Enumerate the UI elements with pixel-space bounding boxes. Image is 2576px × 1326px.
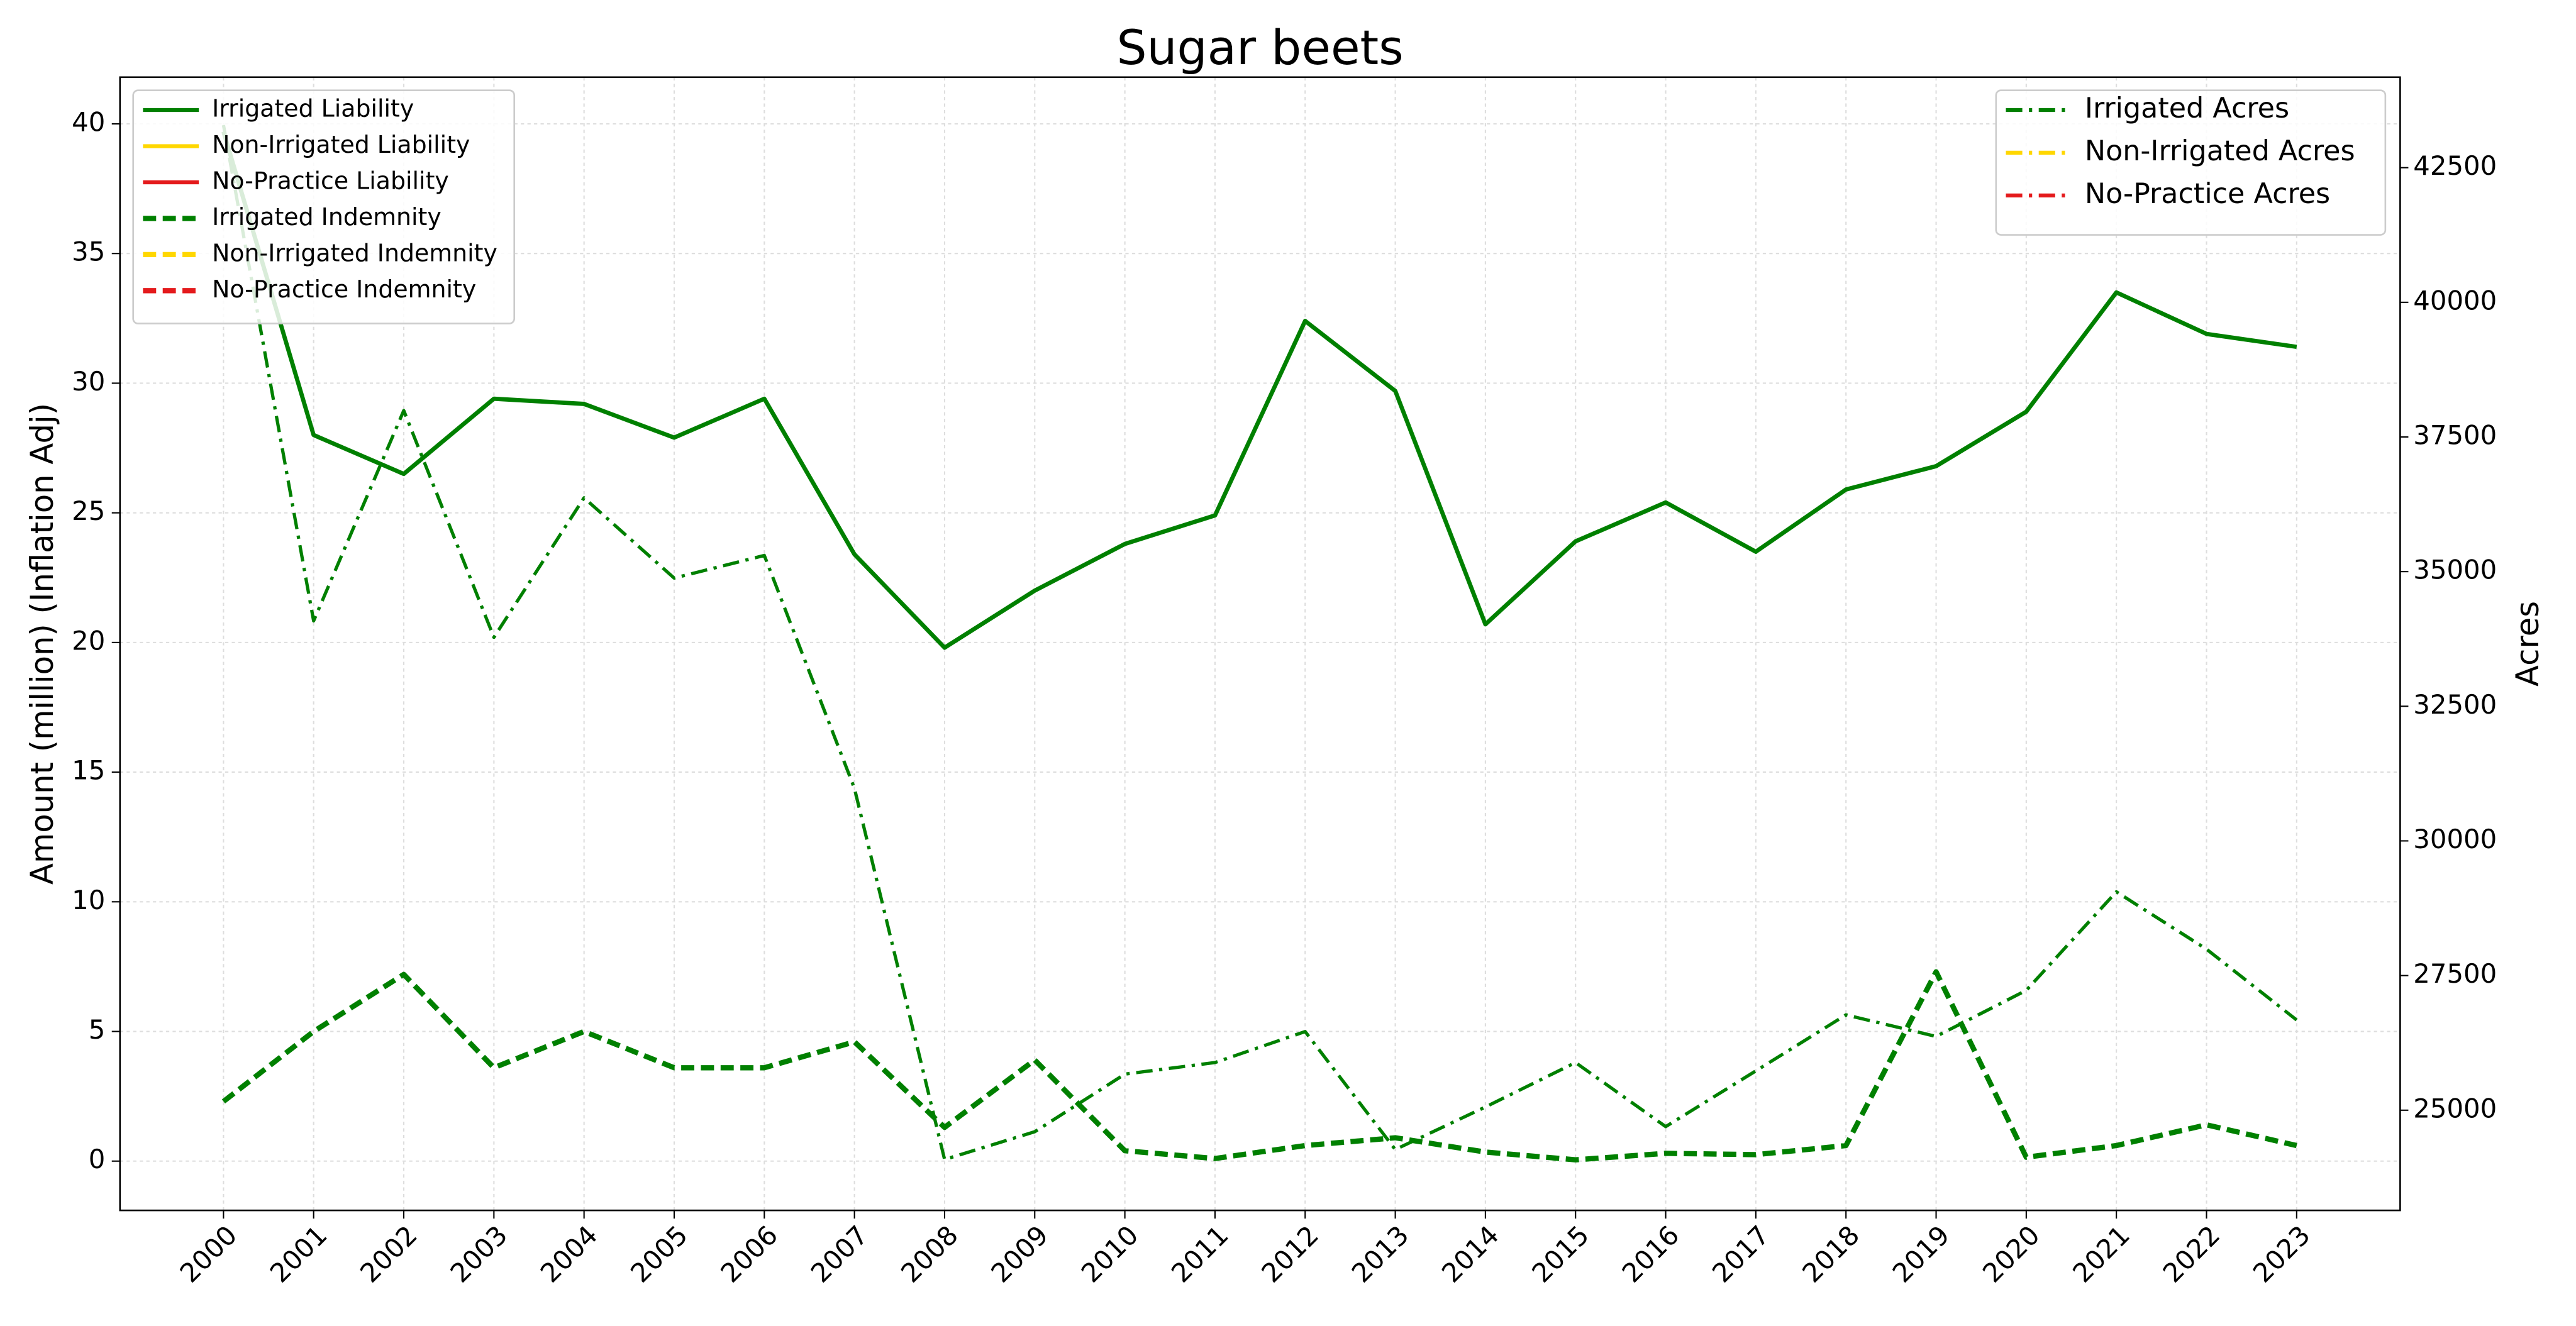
legend-label: Irrigated Indemnity [212,203,441,231]
legend-box [1995,89,2387,236]
chart-title: Sugar beets [1116,20,1403,75]
y-tick-label: 10 [72,885,105,915]
y-tick-label: 20 [72,625,105,656]
legend: Irrigated Acres Non-Irrigated Acres No-Pra… [1995,89,2387,236]
y-tick-label: 0 [89,1144,106,1174]
legend-label: Non-Irrigated Acres [2085,135,2355,167]
legend-box [132,89,516,324]
y2-tick-label: 37500 [2413,419,2497,450]
legend-label: No-Practice Acres [2085,178,2330,210]
plot-frame [119,76,2401,1212]
y-tick-label: 40 [72,107,105,138]
y-tick-label: 25 [72,495,105,526]
legend-label: No-Practice Liability [212,167,449,194]
y2-tick-label: 35000 [2413,555,2497,585]
legend-label: Non-Irrigated Indemnity [212,239,497,267]
y2-axis-label: Acres [2509,601,2546,687]
y-tick-label: 15 [72,755,105,786]
y2-tick-label: 30000 [2413,824,2497,854]
y-tick-label: 35 [72,236,105,267]
y2-tick-label: 27500 [2413,958,2497,989]
y2-tick-label: 42500 [2413,150,2497,181]
y-tick-label: 30 [72,366,105,397]
y2-tick-label: 32500 [2413,689,2497,720]
y-tick-label: 5 [89,1014,106,1045]
legend-label: Irrigated Liability [212,95,414,123]
legend-label: Non-Irrigated Liability [212,131,470,158]
series-line [221,969,2297,1163]
legend: Irrigated Liability Non-Irrigated Liabili… [132,89,516,324]
y2-tick-label: 25000 [2413,1093,2497,1124]
y2-tick-label: 40000 [2413,285,2497,316]
series-line [221,131,2297,650]
y-axis-label: Amount (million) (Inflation Adj) [24,403,60,885]
legend-label: Irrigated Acres [2085,92,2289,124]
legend-label: No-Practice Indemnity [212,275,476,303]
series-line [221,124,2298,1161]
